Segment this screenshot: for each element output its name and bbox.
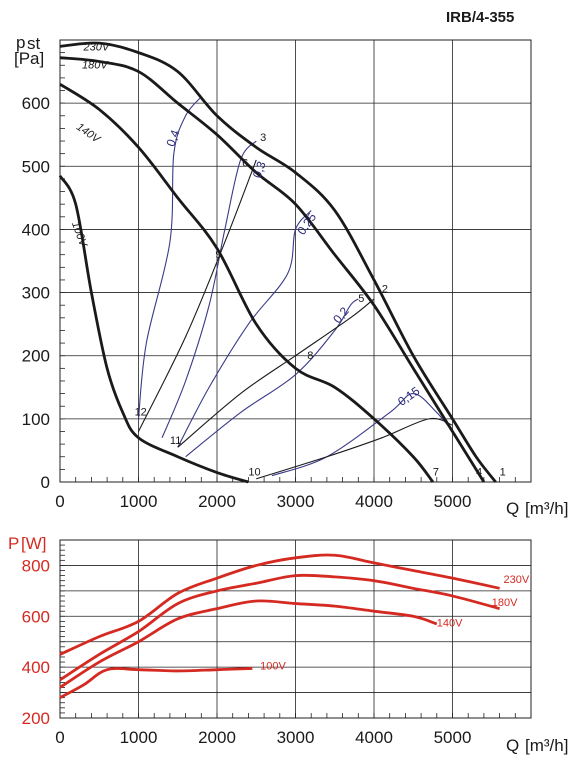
curve-label: 140V bbox=[74, 121, 103, 147]
power-curve bbox=[59, 553, 500, 656]
pressure-y-label-main: p bbox=[16, 33, 25, 52]
power-y-axis-label: P [W] bbox=[8, 534, 47, 553]
x-tick-label: 3000 bbox=[277, 492, 315, 511]
y-tick-label: 800 bbox=[22, 556, 50, 575]
operating-point-label: 2 bbox=[382, 284, 388, 296]
chart-title: IRB/4-355 bbox=[446, 9, 514, 26]
power-curve bbox=[59, 599, 438, 689]
system-line bbox=[177, 298, 375, 448]
power-curve-label: 180V bbox=[492, 597, 518, 609]
y-tick-label: 0 bbox=[41, 473, 50, 492]
efficiency-line bbox=[271, 393, 453, 477]
power-curve-label: 140V bbox=[437, 617, 463, 629]
y-tick-label: 600 bbox=[22, 607, 50, 626]
power-curve-labels: 230V 180V 140V 100V bbox=[260, 574, 530, 672]
efficiency-line bbox=[177, 210, 312, 448]
curve-label: 180V bbox=[82, 59, 109, 71]
x-tick-label: 0 bbox=[55, 492, 64, 511]
y-tick-label: 600 bbox=[22, 94, 50, 113]
efficiency-line bbox=[185, 298, 359, 458]
power-y-unit: [W] bbox=[21, 534, 47, 553]
pressure-x-axis-label: Q [m³/h] bbox=[506, 499, 568, 518]
x-tick-label: 0 bbox=[55, 728, 64, 747]
power-curve bbox=[59, 573, 500, 682]
pressure-chart-grid bbox=[59, 39, 532, 483]
system-lines bbox=[138, 159, 453, 480]
x-tick-label: 4000 bbox=[355, 728, 393, 747]
x-tick-label: 5000 bbox=[434, 728, 472, 747]
curve-label: 100V bbox=[69, 220, 90, 250]
pressure-curve bbox=[59, 41, 497, 483]
efficiency-label: 0,4 bbox=[163, 128, 182, 149]
y-tick-label: 200 bbox=[22, 709, 50, 728]
x-tick-label: 3000 bbox=[277, 728, 315, 747]
y-tick-label: 500 bbox=[22, 157, 50, 176]
y-tick-label: 100 bbox=[22, 410, 50, 429]
power-chart-grid bbox=[59, 539, 532, 719]
power-curve-label: 230V bbox=[504, 574, 530, 586]
power-curve-label: 100V bbox=[260, 661, 286, 673]
pressure-curve bbox=[58, 174, 249, 484]
system-line bbox=[138, 159, 257, 432]
efficiency-line bbox=[161, 140, 257, 439]
pressure-y-axis-label: p st [Pa] bbox=[14, 33, 44, 68]
operating-point-label: 3 bbox=[260, 132, 266, 144]
pressure-y-label-sub: st bbox=[27, 34, 41, 53]
operating-point-label: 7 bbox=[433, 467, 439, 479]
pressure-curves bbox=[58, 41, 497, 484]
power-x-unit: [m³/h] bbox=[525, 736, 568, 755]
efficiency-line bbox=[137, 96, 202, 419]
operating-point-label: 11 bbox=[170, 435, 181, 447]
x-tick-label: 4000 bbox=[355, 492, 393, 511]
x-tick-label: 1000 bbox=[120, 492, 158, 511]
efficiency-label: 0,25 bbox=[294, 210, 319, 237]
power-x-axis-label: Q [m³/h] bbox=[506, 736, 568, 755]
operating-point-label: 8 bbox=[307, 350, 313, 362]
y-tick-label: 400 bbox=[22, 658, 50, 677]
y-tick-label: 300 bbox=[22, 284, 50, 303]
operating-point-label: 10 bbox=[248, 467, 260, 479]
operating-point-label: 9 bbox=[215, 249, 221, 261]
system-line bbox=[256, 417, 453, 480]
operating-point-label: 1 bbox=[500, 467, 506, 479]
x-tick-label: 2000 bbox=[198, 728, 236, 747]
pressure-x-unit: [m³/h] bbox=[525, 499, 568, 518]
power-chart-ticks: 0 1000 2000 3000 4000 5000 200 400 600 800 bbox=[22, 556, 472, 747]
operating-point-label: 6 bbox=[242, 157, 248, 169]
power-curve bbox=[59, 667, 253, 699]
pressure-chart-ticks: 0 1000 2000 3000 4000 5000 0 100 200 300 400 500 600 bbox=[22, 94, 472, 511]
pressure-curve bbox=[59, 83, 434, 483]
operating-point-label: 5 bbox=[358, 293, 364, 305]
power-y-label-main: P bbox=[8, 534, 19, 553]
pressure-curve bbox=[59, 56, 486, 483]
power-x-label: Q bbox=[506, 736, 519, 755]
efficiency-label: 0,3 bbox=[250, 159, 269, 180]
y-tick-label: 200 bbox=[22, 347, 50, 366]
operating-point-label: 12 bbox=[135, 407, 147, 419]
operating-point-label: 4 bbox=[476, 467, 482, 479]
power-curves bbox=[59, 553, 500, 699]
y-tick-label: 400 bbox=[22, 220, 50, 239]
pressure-x-label: Q bbox=[506, 499, 519, 518]
pressure-y-unit: [Pa] bbox=[14, 49, 44, 68]
x-tick-label: 5000 bbox=[434, 492, 472, 511]
curve-label: 230V bbox=[83, 42, 111, 54]
efficiency-label: 0,15 bbox=[395, 384, 422, 409]
x-tick-label: 2000 bbox=[198, 492, 236, 511]
x-tick-label: 1000 bbox=[120, 728, 158, 747]
